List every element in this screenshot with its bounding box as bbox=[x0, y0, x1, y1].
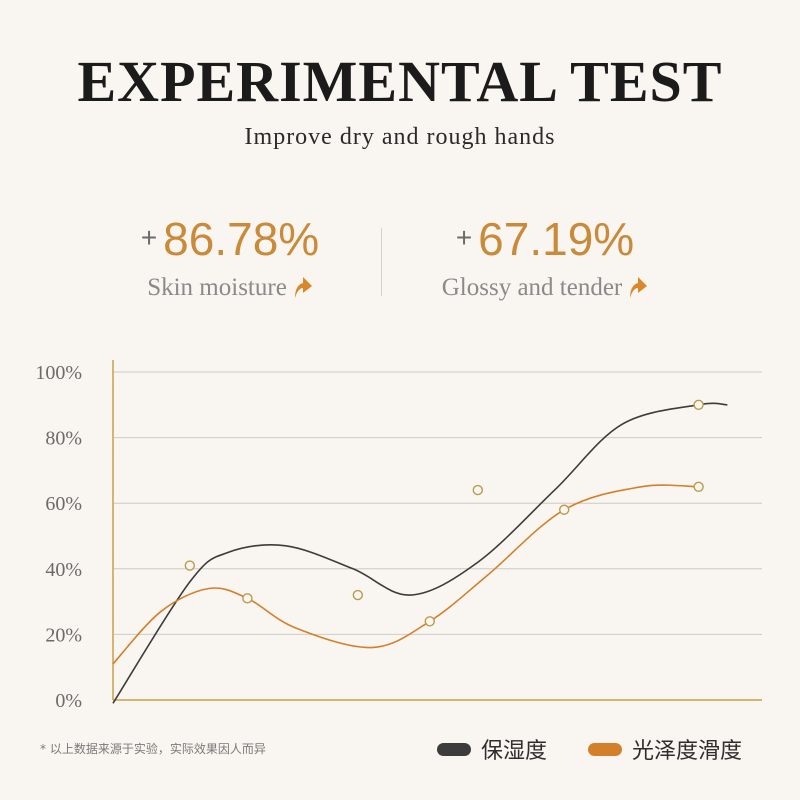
y-tick-label: 100% bbox=[35, 362, 82, 384]
data-point-1 bbox=[693, 481, 704, 492]
stat-value: +67.19% bbox=[410, 212, 680, 266]
legend-item-moisture: 保湿度 bbox=[437, 733, 547, 765]
stat-label-row: Glossy and tender bbox=[410, 274, 680, 302]
y-tick-label: 40% bbox=[45, 559, 82, 581]
data-point-0 bbox=[352, 589, 363, 601]
y-tick-label: 0% bbox=[55, 690, 82, 712]
stat-label: Skin moisture bbox=[147, 274, 287, 301]
data-point-1 bbox=[559, 504, 570, 515]
stat-divider bbox=[381, 228, 382, 296]
y-tick-label: 80% bbox=[45, 428, 82, 450]
footnote: * 以上数据来源于实验，实际效果因人而异 bbox=[40, 742, 266, 756]
stat-skin-moisture: +86.78% Skin moisture bbox=[110, 212, 350, 302]
up-arrow-icon bbox=[630, 277, 648, 298]
line-chart: 0% 20% 40% 60% 80% 100% bbox=[35, 360, 762, 712]
data-point-0 bbox=[472, 484, 483, 496]
up-arrow-icon bbox=[294, 277, 312, 298]
stat-label-row: Skin moisture bbox=[110, 274, 350, 302]
legend-swatch bbox=[437, 743, 471, 756]
legend-item-gloss: 光泽度滑度 bbox=[588, 733, 742, 765]
stat-value: +86.78% bbox=[110, 212, 350, 266]
plus-sign: + bbox=[140, 222, 158, 253]
page-subtitle: Improve dry and rough hands bbox=[244, 124, 556, 150]
data-point-1 bbox=[242, 593, 253, 604]
page-title: EXPERIMENTAL TEST bbox=[77, 49, 723, 114]
stat-label: Glossy and tender bbox=[441, 274, 623, 301]
series-line-1 bbox=[112, 484, 699, 665]
data-point-0 bbox=[693, 399, 704, 410]
y-tick-label: 20% bbox=[45, 624, 82, 646]
data-point-0 bbox=[184, 560, 196, 571]
legend-swatch bbox=[588, 743, 622, 756]
data-point-1 bbox=[424, 616, 435, 627]
plus-sign: + bbox=[455, 222, 473, 253]
stat-percent: 67.19% bbox=[478, 213, 635, 265]
y-tick-label: 60% bbox=[45, 493, 82, 515]
legend-label: 光泽度滑度 bbox=[632, 739, 743, 764]
stat-percent: 86.78% bbox=[163, 213, 320, 265]
stat-glossy-tender: +67.19% Glossy and tender bbox=[410, 212, 680, 302]
series-line-0 bbox=[112, 402, 728, 704]
legend-label: 保湿度 bbox=[481, 739, 548, 764]
